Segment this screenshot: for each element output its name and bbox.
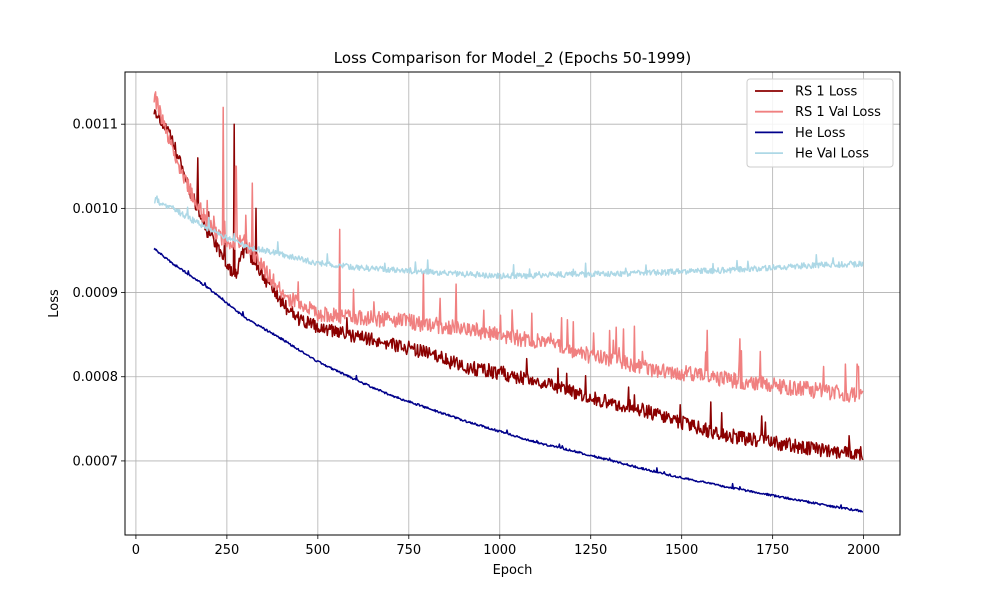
series-line-0 bbox=[153, 109, 864, 461]
x-tick-label: 1500 bbox=[665, 543, 698, 558]
legend-label: RS 1 Val Loss bbox=[795, 105, 881, 120]
x-axis-title: Epoch bbox=[493, 563, 533, 578]
y-tick-label: 0.0011 bbox=[73, 118, 119, 133]
series-line-1 bbox=[153, 91, 864, 403]
series-lines bbox=[153, 91, 864, 513]
axis-ticks: 0 250 500 750 1000 1250 1500 1750 2000 0.0007 0.00… bbox=[73, 118, 881, 558]
legend-label: He Val Loss bbox=[795, 147, 869, 162]
series-line-2 bbox=[153, 247, 864, 513]
y-axis-title: Loss bbox=[47, 289, 62, 318]
y-tick-label: 0.0009 bbox=[73, 286, 119, 301]
legend: RS 1 Loss RS 1 Val Loss He Loss He Val Loss bbox=[746, 78, 894, 168]
x-tick-label: 0 bbox=[132, 543, 140, 558]
x-tick-label: 250 bbox=[214, 543, 239, 558]
y-tick-label: 0.0007 bbox=[73, 454, 119, 469]
legend-label: RS 1 Loss bbox=[795, 85, 858, 100]
chart-title: Loss Comparison for Model_2 (Epochs 50-1… bbox=[334, 49, 691, 68]
x-tick-label: 1250 bbox=[574, 543, 607, 558]
legend-box bbox=[746, 78, 894, 168]
x-tick-label: 1750 bbox=[756, 543, 789, 558]
x-tick-label: 2000 bbox=[847, 543, 880, 558]
y-tick-label: 0.0010 bbox=[73, 202, 119, 217]
plot-frame bbox=[124, 71, 901, 536]
x-tick-label: 750 bbox=[396, 543, 421, 558]
y-tick-label: 0.0008 bbox=[73, 370, 119, 385]
x-tick-label: 1000 bbox=[483, 543, 516, 558]
x-tick-label: 500 bbox=[305, 543, 330, 558]
legend-label: He Loss bbox=[795, 126, 846, 141]
series-line-3 bbox=[154, 195, 864, 280]
